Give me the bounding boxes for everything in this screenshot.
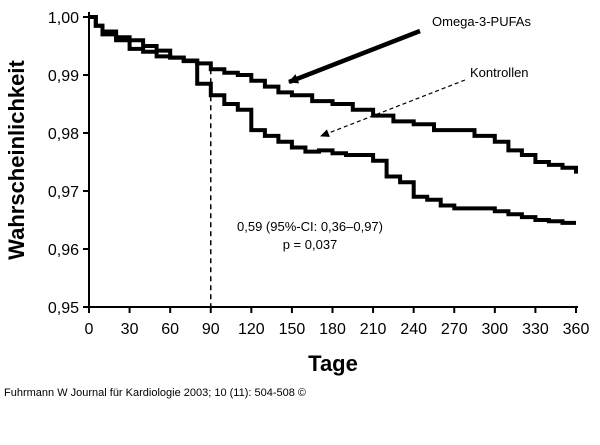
y-axis-label: Wahrscheinlichkeit: [4, 59, 29, 259]
omega-legend-label: Omega-3-PUFAs: [432, 14, 531, 29]
x-tick-label: 270: [441, 321, 468, 338]
y-tick-label: 0,97: [48, 184, 79, 201]
x-tick-label: 30: [121, 321, 139, 338]
x-tick-label: 60: [161, 321, 179, 338]
x-tick-label: 90: [202, 321, 220, 338]
p-value-text: p = 0,037: [283, 237, 338, 252]
y-tick-label: 0,95: [48, 300, 79, 317]
series-layer: [89, 15, 578, 225]
x-tick-label: 300: [481, 321, 508, 338]
y-tick-label: 0,96: [48, 242, 79, 259]
source-caption: Fuhrmann W Journal für Kardiologie 2003;…: [4, 387, 307, 399]
x-tick-label: 240: [400, 321, 427, 338]
omega-arrow: [288, 28, 421, 85]
x-tick-label: 180: [319, 321, 346, 338]
y-tick-label: 0,99: [48, 68, 79, 85]
x-axis-label: Tage: [308, 351, 358, 376]
x-tick-label: 120: [238, 321, 265, 338]
control-arrow: [320, 79, 466, 137]
hazard-ratio-text: 0,59 (95%-CI: 0,36–0,97): [237, 219, 383, 234]
control-legend-label: Kontrollen: [470, 65, 529, 80]
x-tick-label: 330: [522, 321, 549, 338]
x-tick-label: 0: [85, 321, 94, 338]
x-tick-label: 210: [360, 321, 387, 338]
y-ticks: 0,95 0,96 0,97 0,98 0,99 1,00: [48, 10, 89, 317]
series-line-omega: [89, 15, 578, 174]
survival-chart: 0 30 60 90 120 150 180 210 240 270 300 330 360 0,950…: [4, 10, 590, 376]
x-tick-label: 360: [563, 321, 590, 338]
y-tick-label: 1,00: [48, 10, 79, 27]
series-line-kontrollen: [89, 15, 576, 225]
y-tick-label: 0,98: [48, 126, 79, 143]
x-ticks: 0 30 60 90 120 150 180 210 240 270 300 330 360: [85, 307, 590, 338]
x-tick-label: 150: [279, 321, 306, 338]
